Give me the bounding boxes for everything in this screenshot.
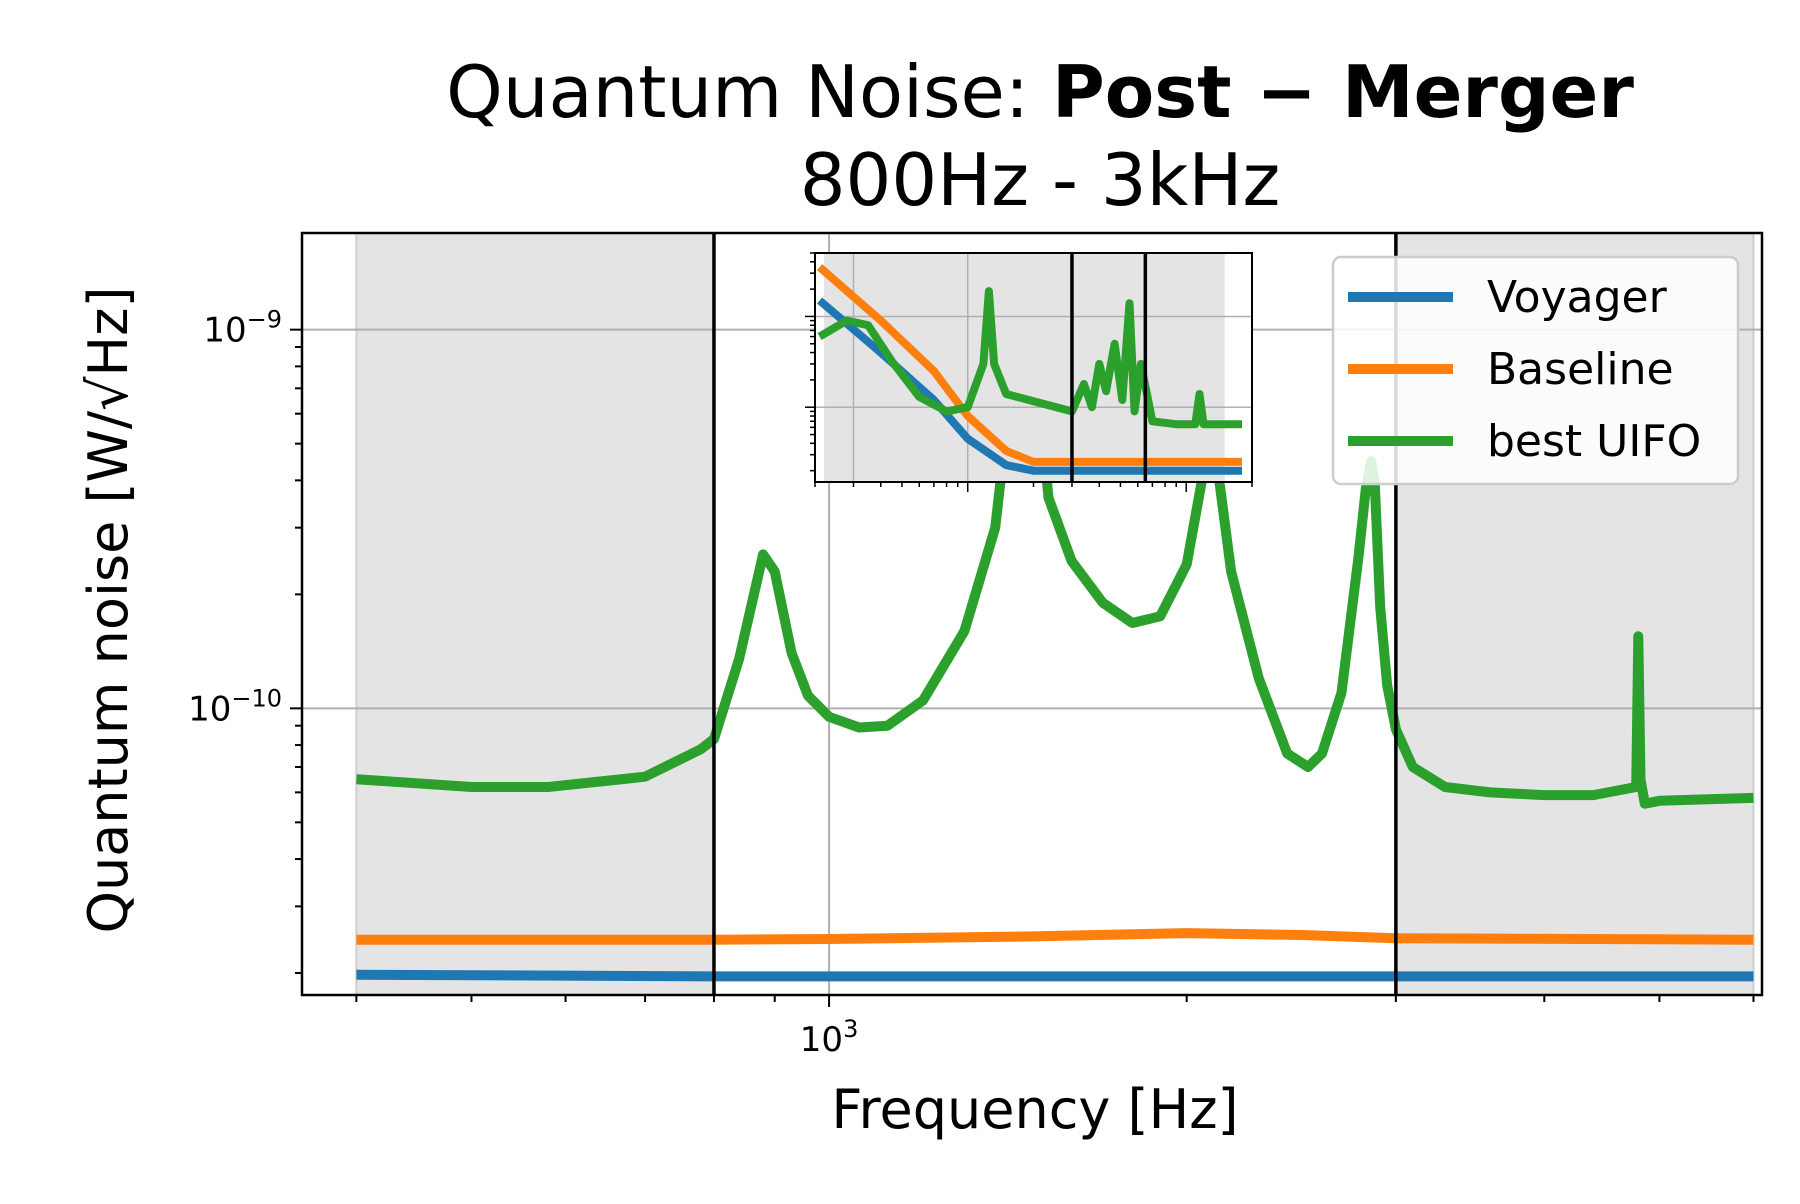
legend-label-best-uifo: best UIFO	[1487, 416, 1701, 467]
shaded-region	[355, 232, 715, 996]
inset-plot	[805, 252, 1253, 492]
inset-series-best-uifo	[817, 287, 1242, 429]
inset-series-voyager	[817, 297, 1242, 475]
legend-label-voyager: Voyager	[1487, 272, 1668, 323]
chart-title-bold: Post − Merger	[1052, 50, 1634, 134]
y-axis-label: Quantum noise [W/√Hz]	[77, 286, 140, 933]
chart-title: Quantum Noise: Post − Merger	[446, 50, 1634, 134]
inset-shaded-region	[824, 253, 1225, 482]
legend-label-baseline: Baseline	[1487, 344, 1674, 395]
chart-title-prefix: Quantum Noise:	[446, 50, 1052, 134]
inset-series-baseline	[816, 264, 1242, 466]
y-tick-label: 10−9	[203, 306, 282, 351]
y-tick-label: 10−10	[188, 684, 282, 729]
legend-box	[1331, 255, 1740, 486]
plot-frame	[300, 231, 1764, 997]
legend: Voyager Baseline best UIFO	[1331, 255, 1740, 486]
x-axis-label: Frequency [Hz]	[831, 1078, 1238, 1141]
x-tick-label: 103	[800, 1015, 859, 1060]
series-line-voyager	[356, 969, 1754, 982]
series-line-baseline	[356, 928, 1754, 945]
chart-subtitle: 800Hz - 3kHz	[800, 138, 1281, 222]
